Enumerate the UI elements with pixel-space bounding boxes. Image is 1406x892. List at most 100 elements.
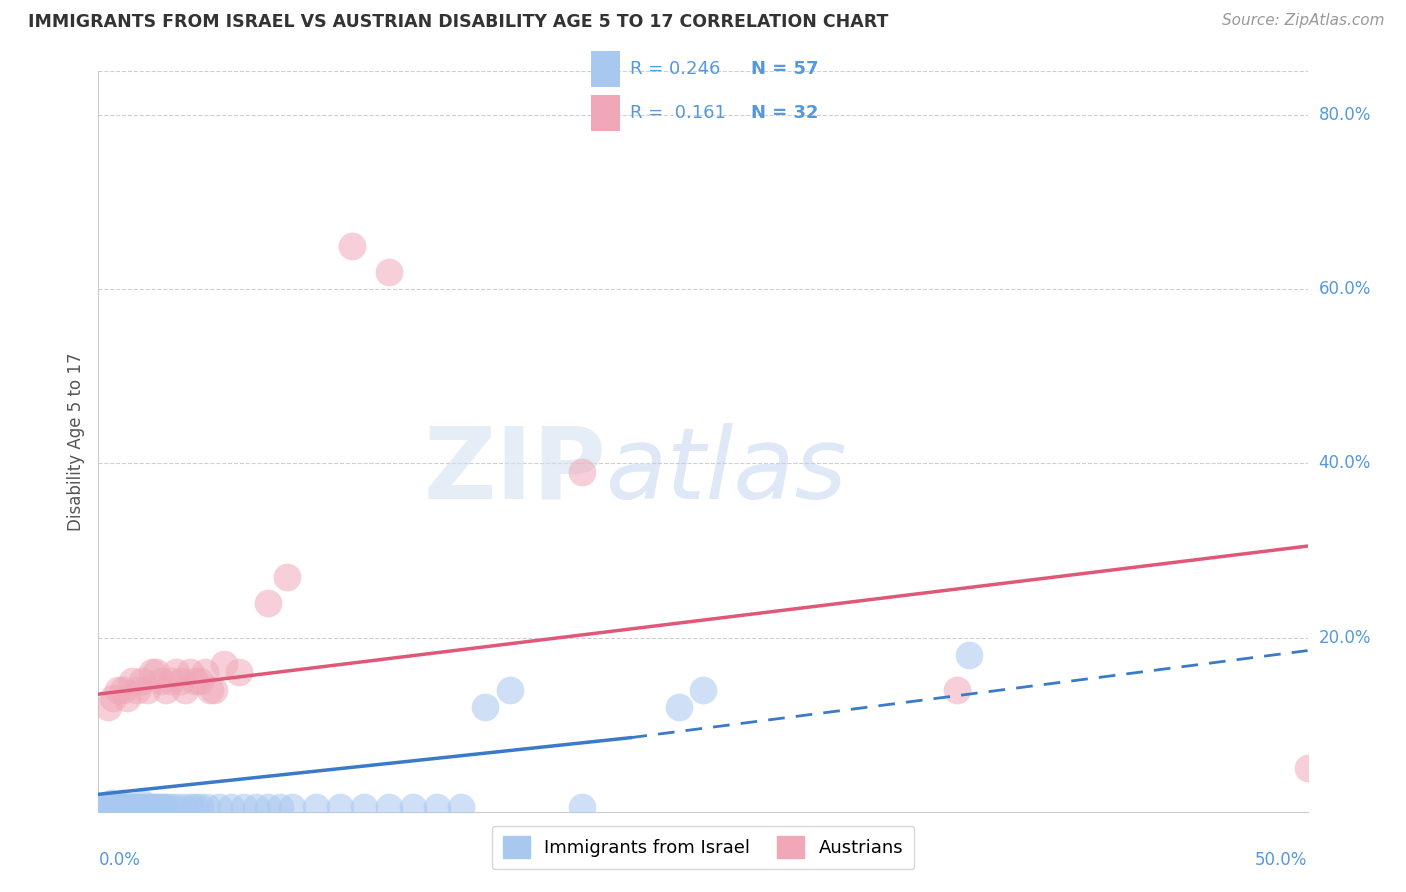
Point bbox=[188, 800, 211, 814]
Point bbox=[668, 700, 690, 714]
Point bbox=[450, 800, 472, 814]
Point bbox=[957, 648, 980, 662]
Point bbox=[101, 691, 124, 706]
Point bbox=[111, 796, 134, 810]
Point bbox=[107, 800, 129, 814]
Point bbox=[131, 796, 153, 810]
Point bbox=[114, 800, 136, 814]
Point bbox=[94, 800, 117, 814]
Text: 0.0%: 0.0% bbox=[98, 851, 141, 869]
Point bbox=[208, 800, 231, 814]
Point bbox=[104, 800, 127, 814]
Point bbox=[152, 800, 174, 814]
Point bbox=[141, 800, 163, 814]
Point bbox=[91, 800, 114, 814]
Point bbox=[305, 800, 328, 814]
Point bbox=[195, 800, 218, 814]
Point bbox=[245, 800, 267, 814]
Point bbox=[107, 682, 129, 697]
Point bbox=[108, 800, 131, 814]
Point bbox=[426, 800, 449, 814]
Point bbox=[571, 465, 593, 479]
Point bbox=[111, 800, 134, 814]
Point bbox=[97, 800, 120, 814]
Point bbox=[1296, 761, 1319, 775]
Text: 40.0%: 40.0% bbox=[1319, 454, 1371, 473]
Point bbox=[179, 800, 201, 814]
Point bbox=[377, 265, 399, 279]
Legend: Immigrants from Israel, Austrians: Immigrants from Israel, Austrians bbox=[492, 826, 914, 870]
Point bbox=[100, 800, 122, 814]
Point bbox=[148, 800, 170, 814]
Point bbox=[329, 800, 352, 814]
Point bbox=[377, 800, 399, 814]
Point bbox=[946, 682, 969, 697]
Point bbox=[128, 800, 150, 814]
Point bbox=[90, 800, 112, 814]
Point bbox=[160, 674, 183, 689]
Text: IMMIGRANTS FROM ISRAEL VS AUSTRIAN DISABILITY AGE 5 TO 17 CORRELATION CHART: IMMIGRANTS FROM ISRAEL VS AUSTRIAN DISAB… bbox=[28, 13, 889, 31]
Point bbox=[145, 665, 167, 680]
Point bbox=[111, 682, 134, 697]
Point bbox=[174, 682, 197, 697]
Point bbox=[198, 682, 221, 697]
Point bbox=[97, 700, 120, 714]
Point bbox=[474, 700, 496, 714]
Point bbox=[188, 674, 211, 689]
Point bbox=[212, 657, 235, 671]
Point bbox=[692, 682, 714, 697]
Point bbox=[135, 800, 157, 814]
Point bbox=[124, 800, 146, 814]
Point bbox=[232, 800, 254, 814]
Point bbox=[121, 674, 143, 689]
Point bbox=[127, 682, 149, 697]
Text: 20.0%: 20.0% bbox=[1319, 629, 1371, 647]
Text: R =  0.161: R = 0.161 bbox=[630, 104, 725, 122]
Text: N = 57: N = 57 bbox=[751, 60, 818, 78]
Point bbox=[155, 800, 177, 814]
Point bbox=[498, 682, 520, 697]
Text: Source: ZipAtlas.com: Source: ZipAtlas.com bbox=[1222, 13, 1385, 29]
Text: ZIP: ZIP bbox=[423, 423, 606, 520]
Text: 60.0%: 60.0% bbox=[1319, 280, 1371, 298]
Point bbox=[184, 800, 207, 814]
FancyBboxPatch shape bbox=[591, 95, 620, 131]
Text: 50.0%: 50.0% bbox=[1256, 851, 1308, 869]
Point bbox=[165, 800, 187, 814]
Point bbox=[118, 800, 141, 814]
Point bbox=[204, 682, 226, 697]
Point bbox=[117, 800, 139, 814]
Text: R = 0.246: R = 0.246 bbox=[630, 60, 721, 78]
Point bbox=[134, 800, 156, 814]
Point bbox=[281, 800, 304, 814]
Point bbox=[143, 800, 166, 814]
Point bbox=[172, 800, 194, 814]
Text: N = 32: N = 32 bbox=[751, 104, 818, 122]
Point bbox=[571, 800, 593, 814]
Point bbox=[101, 800, 124, 814]
Point bbox=[276, 569, 298, 583]
Point bbox=[160, 800, 183, 814]
Point bbox=[169, 674, 191, 689]
Point bbox=[127, 800, 149, 814]
Point bbox=[131, 674, 153, 689]
Point bbox=[150, 800, 173, 814]
Point bbox=[100, 796, 122, 810]
Point bbox=[121, 800, 143, 814]
Point bbox=[256, 800, 278, 814]
Text: 80.0%: 80.0% bbox=[1319, 106, 1371, 124]
Point bbox=[165, 665, 187, 680]
Point bbox=[150, 674, 173, 689]
Point bbox=[184, 674, 207, 689]
Point bbox=[155, 682, 177, 697]
Point bbox=[402, 800, 425, 814]
Text: atlas: atlas bbox=[606, 423, 848, 520]
Y-axis label: Disability Age 5 to 17: Disability Age 5 to 17 bbox=[66, 352, 84, 531]
Point bbox=[221, 800, 243, 814]
Point bbox=[117, 691, 139, 706]
Point bbox=[141, 665, 163, 680]
Point bbox=[138, 800, 160, 814]
Point bbox=[353, 800, 375, 814]
Point bbox=[145, 800, 167, 814]
Point bbox=[228, 665, 250, 680]
